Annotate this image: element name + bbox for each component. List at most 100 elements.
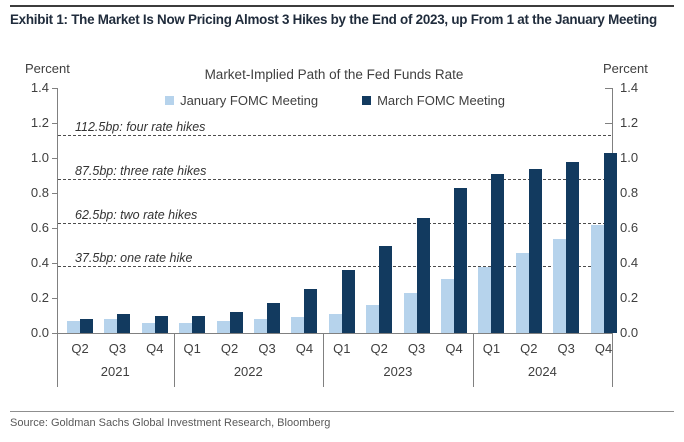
y-axis-label-left: 0.2 — [30, 290, 49, 305]
bar-march — [80, 319, 93, 333]
x-axis-label: Q4 — [594, 341, 613, 356]
x-axis-label: Q2 — [220, 341, 239, 356]
bar-january — [515, 252, 529, 333]
x-axis-label: Q3 — [407, 341, 426, 356]
legend-item-january: January FOMC Meeting — [165, 93, 318, 108]
legend-item-march: March FOMC Meeting — [362, 93, 505, 108]
reference-line-label: 62.5bp: two rate hikes — [75, 207, 198, 222]
bar-january — [478, 266, 492, 333]
y-axis-tick-left — [52, 157, 57, 159]
bar-january — [141, 322, 155, 333]
reference-line-label: 87.5bp: three rate hikes — [75, 163, 207, 178]
bar-january — [291, 317, 305, 333]
reference-line-label: 112.5bp: four rate hikes — [75, 120, 206, 135]
x-axis-label: Q3 — [258, 341, 276, 356]
reference-line — [58, 266, 611, 268]
year-label: 2023 — [383, 364, 413, 379]
y-axis-label-left: 0.8 — [30, 185, 49, 200]
x-axis-label: Q3 — [557, 341, 575, 356]
chart-legend: January FOMC Meeting March FOMC Meeting — [110, 93, 560, 108]
year-divider — [472, 333, 474, 387]
y-axis-line-left — [57, 88, 58, 333]
y-axis-tick-left — [52, 262, 57, 264]
bar-march — [491, 173, 505, 333]
year-divider — [323, 333, 325, 387]
bar-march — [229, 312, 243, 333]
legend-swatch-january-icon — [165, 96, 175, 105]
bar-january — [403, 292, 417, 333]
x-axis-label: Q4 — [146, 341, 164, 356]
reference-line — [58, 222, 611, 224]
bar-march — [603, 152, 617, 333]
chart-title: Market-Implied Path of the Fed Funds Rat… — [204, 67, 464, 82]
bar-march — [454, 187, 467, 333]
bar-january — [441, 278, 454, 333]
y-axis-tick-left — [52, 87, 57, 89]
year-divider — [612, 333, 613, 387]
x-axis-line — [57, 333, 613, 334]
bar-january — [67, 320, 80, 333]
legend-label-january: January FOMC Meeting — [180, 93, 319, 108]
y-axis-label-right: 0.2 — [620, 290, 639, 305]
year-label: 2021 — [100, 364, 130, 379]
bar-march — [528, 168, 542, 333]
x-axis-label: Q2 — [71, 341, 89, 356]
y-axis-tick-left — [52, 192, 57, 194]
bar-march — [416, 217, 430, 333]
bar-march — [154, 315, 168, 333]
y-axis-label-left: 1.0 — [30, 150, 49, 165]
y-axis-label-right: 0.8 — [620, 185, 639, 200]
bar-march — [117, 313, 131, 333]
bar-january — [590, 224, 604, 333]
y-axis-label-right: 0.0 — [620, 325, 639, 340]
y-axis-label-right: 1.4 — [620, 80, 639, 95]
bar-march — [379, 245, 393, 333]
bar-march — [192, 315, 206, 333]
bar-january — [254, 319, 267, 333]
x-axis-label: Q4 — [445, 341, 463, 356]
y-axis-tick-left — [52, 227, 57, 229]
y-axis-label-right: 1.0 — [620, 150, 639, 165]
year-label: 2024 — [527, 364, 557, 379]
reference-line — [58, 135, 611, 137]
x-axis-label: Q1 — [333, 341, 351, 356]
y-axis-label-left: 0.6 — [30, 220, 49, 235]
x-axis-label: Q3 — [108, 341, 127, 356]
legend-label-march: March FOMC Meeting — [377, 93, 505, 108]
left-axis-title: Percent — [25, 61, 70, 76]
y-axis-tick-right — [605, 87, 612, 89]
reference-line — [58, 178, 611, 180]
y-axis-tick-right — [605, 122, 612, 124]
exhibit-title: Exhibit 1: The Market Is Now Pricing Alm… — [10, 12, 657, 27]
bar-january — [328, 313, 342, 333]
bar-january — [179, 322, 193, 333]
y-axis-label-right: 0.4 — [620, 255, 639, 270]
year-divider — [173, 333, 175, 387]
bar-january — [366, 305, 380, 333]
x-axis-label: Q2 — [370, 341, 388, 356]
y-axis-label-left: 0.4 — [30, 255, 49, 270]
bar-march — [304, 289, 318, 333]
legend-swatch-march-icon — [362, 96, 372, 105]
bar-march — [267, 303, 280, 333]
y-axis-tick-left — [52, 332, 57, 334]
reference-line-label: 37.5bp: one rate hike — [75, 251, 193, 266]
x-axis-label: Q1 — [183, 341, 201, 356]
x-axis-label: Q2 — [520, 341, 538, 356]
source-text: Source: Goldman Sachs Global Investment … — [10, 417, 331, 429]
right-axis-title: Percent — [603, 61, 648, 76]
x-axis-label: Q1 — [482, 341, 501, 356]
x-axis-label: Q4 — [295, 341, 314, 356]
y-axis-label-right: 1.2 — [620, 115, 639, 130]
year-label: 2022 — [233, 364, 263, 379]
bar-march — [566, 161, 580, 333]
y-axis-label-left: 1.4 — [30, 80, 49, 95]
y-axis-tick-left — [52, 297, 57, 299]
year-divider — [57, 333, 58, 387]
bar-january — [216, 320, 230, 333]
y-axis-label-left: 0.0 — [30, 325, 49, 340]
y-axis-tick-left — [52, 122, 57, 124]
source-divider — [10, 411, 674, 412]
bar-march — [341, 270, 355, 333]
